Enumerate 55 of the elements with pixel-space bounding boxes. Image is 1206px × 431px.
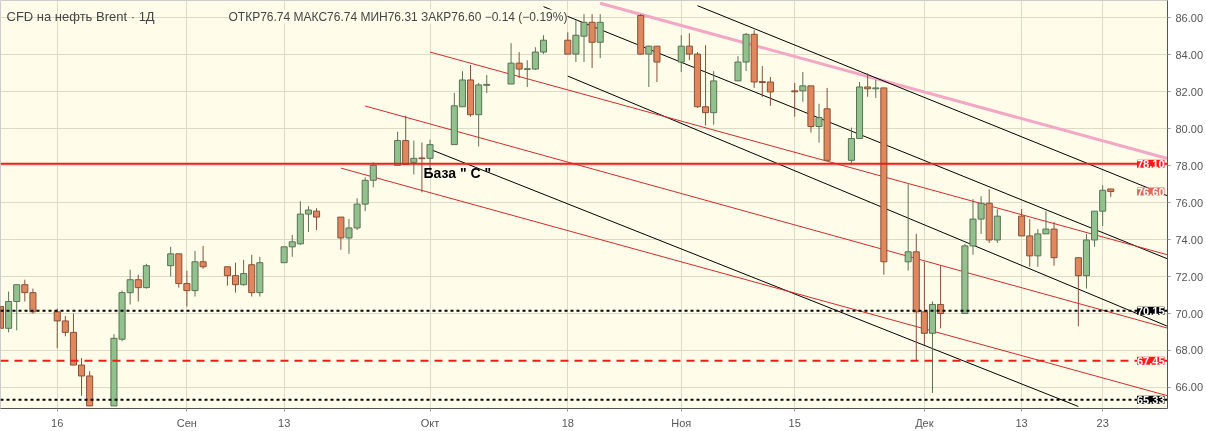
annotation: База " C " (423, 164, 492, 181)
candlestick (564, 31, 572, 55)
x-tick-label: Дек (915, 416, 934, 429)
y-tick-label: 66.00 (1175, 381, 1204, 394)
candlestick (199, 245, 207, 270)
y-tick-label: 86.00 (1175, 11, 1204, 24)
candlestick (313, 207, 321, 231)
y-tick-label: 70.00 (1175, 307, 1204, 320)
x-tick-label: Ноя (671, 416, 692, 429)
candlestick (142, 263, 150, 290)
candlestick (799, 71, 807, 103)
candlestick (337, 216, 345, 251)
x-tick-label: 18 (561, 416, 574, 429)
text: ОТКР76.74 МАКС76.74 МИН76.31 ЗАКР76.60 −0.14 (−0.19%) (228, 9, 568, 24)
x-tick-label: Сен (176, 416, 197, 429)
x-tick-label: 16 (51, 416, 64, 429)
x-tick-label: 13 (1015, 416, 1028, 429)
x-tick-label: 23 (1096, 416, 1109, 429)
y-tick-label: 78.00 (1175, 159, 1204, 172)
candlestick (815, 103, 823, 144)
candlestick (864, 72, 872, 98)
candlestick (515, 51, 523, 79)
annotation: 76.60 (1136, 185, 1165, 198)
candlestick (588, 13, 596, 69)
y-tick-label: 74.00 (1175, 233, 1204, 246)
y-tick-label: 82.00 (1175, 85, 1204, 98)
y-tick-label: 76.00 (1175, 196, 1204, 209)
candlestick (677, 34, 685, 73)
candlestick (645, 45, 653, 88)
candlestick (904, 183, 912, 272)
ref-line-label: 78.10 (1136, 157, 1165, 170)
candlestick (402, 115, 410, 165)
candlestick (507, 42, 515, 85)
candlestick (1074, 257, 1082, 327)
candlestick (920, 261, 928, 346)
candlestick (410, 140, 418, 175)
y-tick-label: 72.00 (1175, 270, 1204, 283)
y-tick-label: 80.00 (1175, 122, 1204, 135)
candlestick (134, 274, 142, 303)
x-tick-label: 13 (278, 416, 291, 429)
candlestick (653, 45, 661, 83)
ref-line-label: 67.45 (1136, 354, 1165, 367)
candlestick (240, 259, 248, 287)
x-tick-label: 15 (788, 416, 801, 429)
candlestick (418, 142, 426, 193)
ref-line-label: 70.15 (1136, 304, 1165, 317)
x-tick-label: Окт (420, 416, 440, 429)
y-tick-label: 68.00 (1175, 344, 1204, 357)
candlestick (596, 13, 604, 59)
y-tick-label: 84.00 (1175, 48, 1204, 61)
candlestick (167, 246, 175, 278)
ref-line-label: 65.33 (1136, 393, 1165, 406)
candlestick (791, 82, 799, 118)
text: CFD на нефть Brent · 1Д (6, 9, 155, 24)
candlestick (993, 208, 1001, 244)
